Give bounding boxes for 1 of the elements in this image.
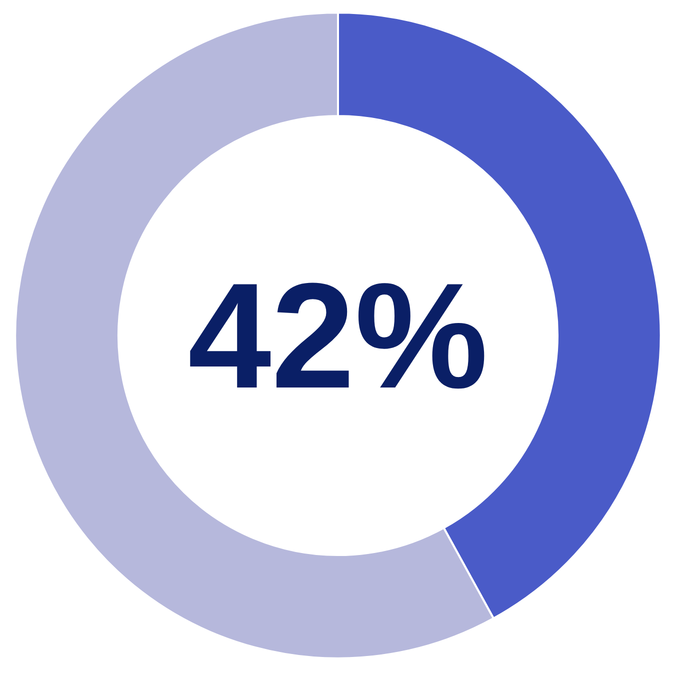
data-label: 42% bbox=[188, 252, 488, 420]
